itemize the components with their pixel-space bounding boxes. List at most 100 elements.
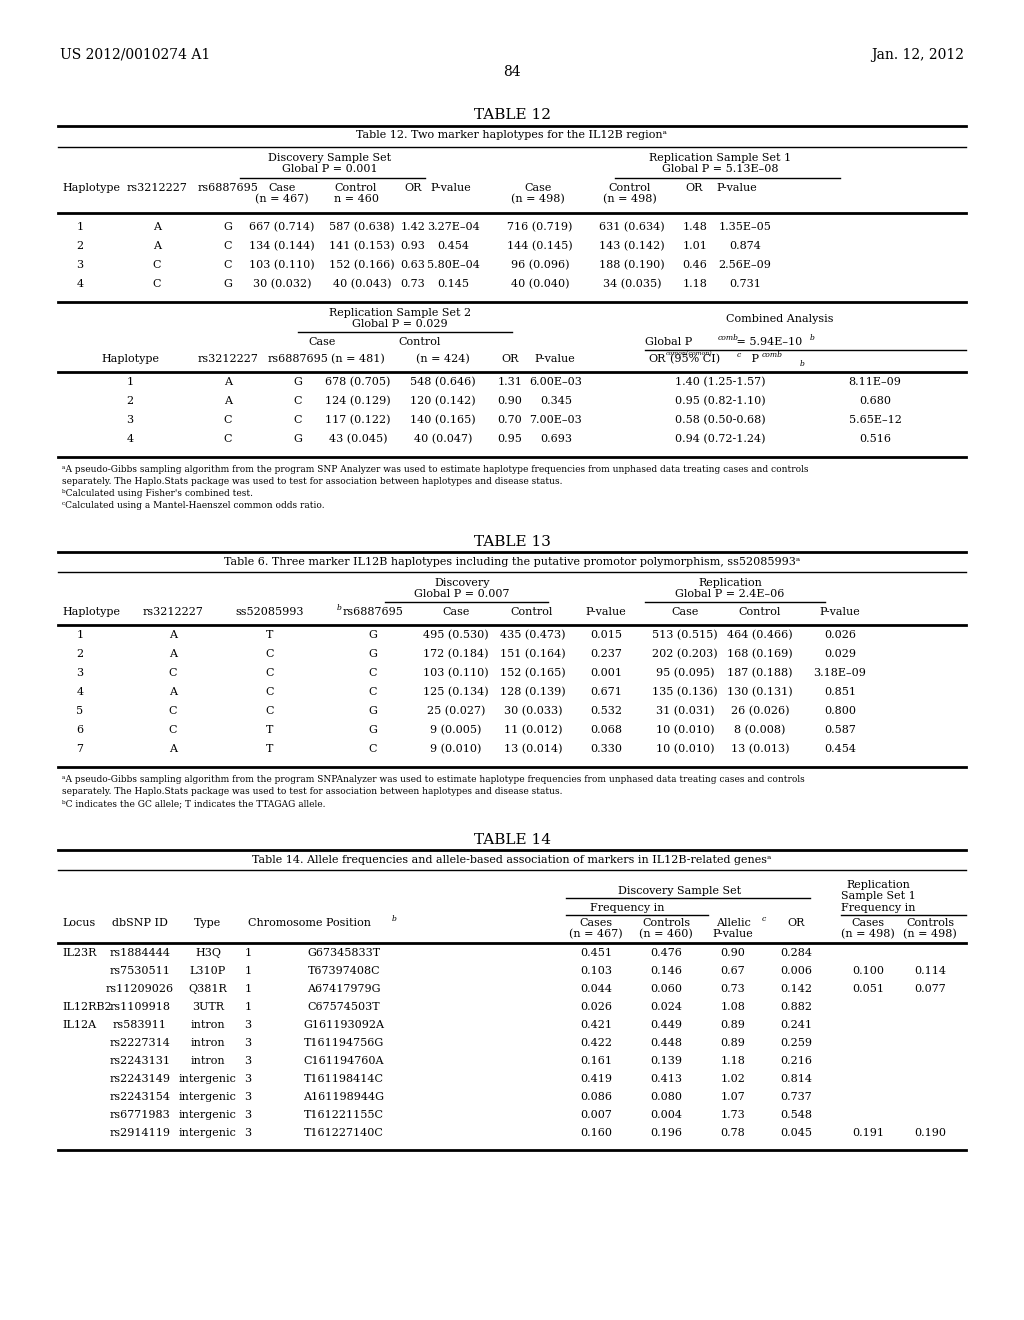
Text: Table 6. Three marker IL12B haplotypes including the putative promotor polymorph: Table 6. Three marker IL12B haplotypes i…: [224, 557, 800, 568]
Text: 0.95 (0.82-1.10): 0.95 (0.82-1.10): [675, 396, 765, 407]
Text: Global P = 2.4E–06: Global P = 2.4E–06: [675, 589, 784, 599]
Text: C: C: [169, 725, 177, 735]
Text: 13 (0.014): 13 (0.014): [504, 744, 562, 754]
Text: 0.029: 0.029: [824, 649, 856, 659]
Text: 0.006: 0.006: [780, 966, 812, 975]
Text: 0.004: 0.004: [650, 1110, 682, 1119]
Text: Chromosome Position: Chromosome Position: [249, 917, 372, 928]
Text: 2: 2: [126, 396, 133, 407]
Text: 0.454: 0.454: [824, 744, 856, 754]
Text: 0.851: 0.851: [824, 686, 856, 697]
Text: comb: comb: [718, 334, 739, 342]
Text: 187 (0.188): 187 (0.188): [727, 668, 793, 678]
Text: 1: 1: [77, 630, 84, 640]
Text: 40 (0.040): 40 (0.040): [511, 279, 569, 289]
Text: Global P = 0.007: Global P = 0.007: [415, 589, 510, 599]
Text: 43 (0.045): 43 (0.045): [329, 434, 387, 445]
Text: 0.448: 0.448: [650, 1038, 682, 1048]
Text: 1.35E–05: 1.35E–05: [719, 222, 771, 232]
Text: IL12RB2: IL12RB2: [62, 1002, 112, 1012]
Text: 0.814: 0.814: [780, 1074, 812, 1084]
Text: 0.139: 0.139: [650, 1056, 682, 1067]
Text: G: G: [294, 378, 302, 387]
Text: 0.90: 0.90: [498, 396, 522, 407]
Text: 1: 1: [245, 1002, 252, 1012]
Text: (n = 467): (n = 467): [569, 929, 623, 940]
Text: 3: 3: [245, 1110, 252, 1119]
Text: 9 (0.010): 9 (0.010): [430, 744, 481, 754]
Text: Control: Control: [398, 337, 441, 347]
Text: 3UTR: 3UTR: [193, 1002, 224, 1012]
Text: OR: OR: [502, 354, 519, 364]
Text: G: G: [369, 630, 378, 640]
Text: G: G: [223, 222, 232, 232]
Text: (n = 498): (n = 498): [841, 929, 895, 940]
Text: T: T: [266, 725, 273, 735]
Text: (n = 424): (n = 424): [416, 354, 470, 364]
Text: 0.95: 0.95: [498, 434, 522, 444]
Text: P-value: P-value: [586, 607, 627, 616]
Text: P-value: P-value: [713, 929, 754, 939]
Text: 135 (0.136): 135 (0.136): [652, 686, 718, 697]
Text: Q381R: Q381R: [188, 983, 227, 994]
Text: T161194756G: T161194756G: [304, 1038, 384, 1048]
Text: 3.27E–04: 3.27E–04: [427, 222, 479, 232]
Text: intergenic: intergenic: [179, 1074, 237, 1084]
Text: 0.680: 0.680: [859, 396, 891, 407]
Text: 716 (0.719): 716 (0.719): [507, 222, 572, 232]
Text: intergenic: intergenic: [179, 1092, 237, 1102]
Text: C: C: [153, 260, 161, 271]
Text: 1.18: 1.18: [683, 279, 708, 289]
Text: ᵃA pseudo-Gibbs sampling algorithm from the program SNP Analyzer was used to est: ᵃA pseudo-Gibbs sampling algorithm from …: [62, 465, 809, 474]
Text: 1.73: 1.73: [721, 1110, 745, 1119]
Text: Frequency in: Frequency in: [841, 903, 915, 913]
Text: intron: intron: [190, 1056, 225, 1067]
Text: P-value: P-value: [431, 183, 471, 193]
Text: rs2243154: rs2243154: [110, 1092, 171, 1102]
Text: 0.419: 0.419: [580, 1074, 612, 1084]
Text: rs6887695: rs6887695: [267, 354, 329, 364]
Text: 548 (0.646): 548 (0.646): [411, 378, 476, 387]
Text: 0.874: 0.874: [729, 242, 761, 251]
Text: 95 (0.095): 95 (0.095): [655, 668, 715, 678]
Text: rs2243131: rs2243131: [110, 1056, 171, 1067]
Text: 34 (0.035): 34 (0.035): [603, 279, 662, 289]
Text: ss52085993: ss52085993: [236, 607, 304, 616]
Text: Global P: Global P: [645, 337, 692, 347]
Text: 667 (0.714): 667 (0.714): [249, 222, 314, 232]
Text: C161194760A: C161194760A: [304, 1056, 384, 1067]
Text: C: C: [369, 744, 377, 754]
Text: 0.93: 0.93: [400, 242, 425, 251]
Text: 0.413: 0.413: [650, 1074, 682, 1084]
Text: 0.78: 0.78: [721, 1129, 745, 1138]
Text: rs3212227: rs3212227: [127, 183, 187, 193]
Text: Global P = 0.029: Global P = 0.029: [352, 319, 447, 329]
Text: C: C: [224, 260, 232, 271]
Text: 125 (0.134): 125 (0.134): [423, 686, 488, 697]
Text: ᵃA pseudo-Gibbs sampling algorithm from the program SNPAnalyzer was used to esti: ᵃA pseudo-Gibbs sampling algorithm from …: [62, 775, 805, 784]
Text: 1.08: 1.08: [721, 1002, 745, 1012]
Text: A: A: [169, 686, 177, 697]
Text: 2: 2: [77, 649, 84, 659]
Text: C: C: [266, 686, 274, 697]
Text: 96 (0.096): 96 (0.096): [511, 260, 569, 271]
Text: intergenic: intergenic: [179, 1110, 237, 1119]
Text: 0.086: 0.086: [580, 1092, 612, 1102]
Text: 4: 4: [126, 434, 133, 444]
Text: 0.284: 0.284: [780, 948, 812, 958]
Text: 168 (0.169): 168 (0.169): [727, 649, 793, 659]
Text: 143 (0.142): 143 (0.142): [599, 242, 665, 251]
Text: b: b: [800, 360, 805, 368]
Text: Control: Control: [609, 183, 651, 193]
Text: 0.160: 0.160: [580, 1129, 612, 1138]
Text: 631 (0.634): 631 (0.634): [599, 222, 665, 232]
Text: 151 (0.164): 151 (0.164): [500, 649, 566, 659]
Text: 40 (0.047): 40 (0.047): [414, 434, 472, 445]
Text: 0.045: 0.045: [780, 1129, 812, 1138]
Text: 0.241: 0.241: [780, 1020, 812, 1030]
Text: Case: Case: [268, 183, 296, 193]
Text: 0.345: 0.345: [540, 396, 572, 407]
Text: 31 (0.031): 31 (0.031): [655, 706, 715, 717]
Text: T67397408C: T67397408C: [307, 966, 380, 975]
Text: intergenic: intergenic: [179, 1129, 237, 1138]
